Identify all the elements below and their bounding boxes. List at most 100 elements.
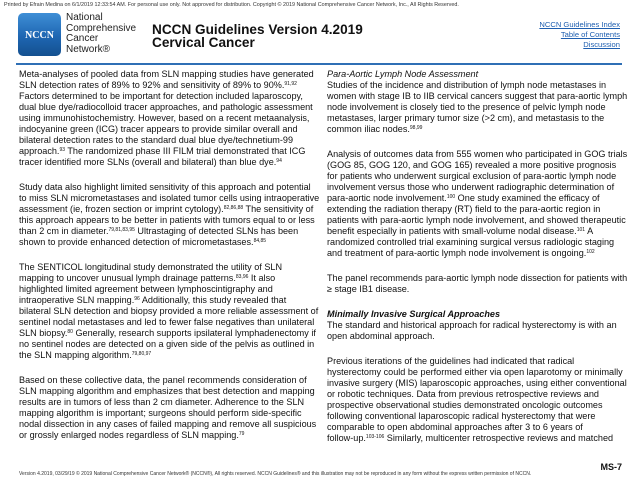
text-segment: The SENTICOL longitudinal study demonstr… [19,262,283,272]
text-segment: the SLN mapping algorithm. [19,350,132,360]
paragraph: Minimally Invasive Surgical Approaches Th… [327,309,625,342]
text-line: follow-up.103-106 Similarly, multicenter… [327,433,625,444]
citation-reference: 94 [276,158,282,164]
text-segment: approach. [19,146,60,156]
citation-reference: 93 [59,147,66,153]
text-segment: Generally, research supports ipsilateral… [72,328,316,338]
citation-reference: 102 [586,249,595,255]
text-segment: than 2 cm in diameter. [19,226,109,236]
text-line: Analysis of outcomes data from 555 women… [327,149,628,160]
text-segment: metastases, larger primary tumor size (>… [327,113,605,123]
paragraph: Para-Aortic Lymph Node Assessment Studies… [327,69,628,135]
discussion-link[interactable]: Discussion [583,40,620,49]
text-segment: SLN biopsy. [19,328,68,338]
page-number: MS-7 [600,462,622,472]
text-line: SLN mapping algorithm and emphasizes tha… [19,386,315,397]
citation-reference: 98,99 [409,125,423,131]
text-line: intraoperative SLN mapping.96 Additional… [19,295,311,306]
text-line: open abdominal approach. [327,331,625,342]
text-segment: and treatment of para-aortic lymph node … [327,248,587,258]
text-segment: follow-up. [327,433,366,443]
guidelines-index-link[interactable]: NCCN Guidelines Index [539,20,620,29]
text-line: Based on these collective data, the pane… [19,375,311,386]
org-line: Cancer [66,33,99,45]
text-line: using immunohistochemistry. However, bas… [19,113,311,124]
text-segment: It also [248,273,276,283]
text-line: mapping algorithm is important; surgeons… [19,408,311,419]
text-segment: no sentinel nodes are detected on a give… [19,339,315,349]
text-segment: The panel recommends para-aortic lymph n… [327,273,628,283]
text-segment: highlighted limited agreement between ly… [19,284,273,294]
citation-reference: 80 [67,329,73,335]
text-line: Factors determined to be important for d… [19,91,311,102]
paragraph: Based on these collective data, the pane… [19,375,316,441]
text-line: this approach appears to be better in pa… [19,215,315,226]
text-segment: this approach appears to be better in pa… [19,215,315,225]
text-line: prospective observational studies demons… [327,400,625,411]
text-segment: intraoperative SLN mapping. [19,295,135,305]
text-line: benefit especially in patients with smal… [327,226,625,237]
citation-reference: 82,86,88 [223,205,244,211]
org-line: Network® [66,43,111,55]
text-segment: results are in tumors of less than 2 cm … [19,397,305,407]
text-line: or grossly enlarged nodes regardless of … [19,430,311,441]
text-line: dual blue dye/radiocolloid tracer approa… [19,102,313,113]
title-line-2: Cervical Cancer [152,34,255,50]
title-line-1: NCCN Guidelines Version 4.2019 [152,22,363,37]
text-line: common iliac nodes.98,99 [327,124,625,135]
text-line: following conventional laparoscopic radi… [327,411,625,422]
citation-reference: 84,85 [253,238,267,244]
paragraph: Analysis of outcomes data from 555 women… [327,149,628,259]
text-line: The panel recommends para-aortic lymph n… [327,273,628,284]
text-line: highlighted limited agreement between ly… [19,284,311,295]
text-line: no sentinel nodes are detected on a give… [19,339,315,350]
text-segment: following conventional laparoscopic radi… [327,411,596,421]
text-segment: A [585,226,594,236]
section-heading: Para-Aortic Lymph Node Assessment [327,69,479,79]
text-segment: women with stage IB to IIB cervical canc… [327,91,628,101]
text-segment: Ultrastaging of detected SLNs has been [134,226,299,236]
text-segment: prospective observational studies demons… [327,400,603,410]
text-line: sentinel nodal metastases and led to few… [19,317,315,328]
paragraph: Study data also highlight limited sensit… [19,182,319,248]
text-line: Meta-analyses of pooled data from SLN ma… [19,69,314,80]
logo-text: NCCN [25,30,54,41]
text-segment: bilateral SLN detection and biopsy provi… [19,306,319,316]
text-line: para-aortic node involvement.100 One stu… [327,193,625,204]
text-segment: randomized controlled trial examining su… [327,237,615,247]
print-notice: Printed by Efrain Medina on 6/1/2019 12:… [4,2,459,8]
text-segment: bilateral detection rates to the standar… [19,135,293,145]
text-line: shown to provide enhanced detection of m… [19,237,311,248]
table-of-contents-link[interactable]: Table of Contents [560,30,620,39]
text-line: SLN detection rates of 89% to 92% and se… [19,80,311,91]
org-line: National [66,12,103,23]
text-segment: Study data also highlight limited sensit… [19,182,311,192]
paragraph: The panel recommends para-aortic lymph n… [327,273,628,295]
text-line: bilateral SLN detection and biopsy provi… [19,306,318,317]
text-segment: sentinel nodal metastases and led to few… [19,317,315,327]
text-line: or robotic techniques. Data from previou… [327,389,625,400]
text-line: randomized controlled trial examining su… [327,237,625,248]
text-segment: indocyanine green (ICG) tracer appears t… [19,124,298,134]
section-heading: Minimally Invasive Surgical Approaches [327,309,501,319]
paragraph: The SENTICOL longitudinal study demonstr… [19,262,318,361]
text-segment: (GOG 85, GOG 120, and GOG 165) revealed … [327,160,617,170]
text-segment: The standard and historical approach for… [327,320,617,330]
text-segment: mapping to uncover unusual lymph drainag… [19,273,236,283]
text-segment: extending the radiation therapy (RT) fie… [327,204,601,214]
text-line: than 2 cm in diameter.79,81,83,95 Ultras… [19,226,311,237]
text-segment: Previous iterations of the guidelines ha… [327,356,575,366]
text-segment: The randomized phase III FILM trial demo… [65,146,306,156]
text-segment: One study examined the efficacy of [455,193,600,203]
text-segment: comparable to open abdominal approaches … [327,422,583,432]
text-line: invasive surgery (MIS) laparoscopic appr… [327,378,627,389]
nav-links: NCCN Guidelines Index Table of Contents … [539,20,620,50]
text-segment: Analysis of outcomes data from 555 women… [327,149,628,159]
text-line: The SENTICOL longitudinal study demonstr… [19,262,311,273]
text-segment: or grossly enlarged nodes regardless of … [19,430,239,440]
text-segment: Factors determined to be important for d… [19,91,303,101]
text-segment: patients with para-aortic lymph node inv… [327,215,626,225]
header-divider [16,63,622,65]
text-segment: benefit especially in patients with smal… [327,226,577,236]
footer-copyright: Version 4.2019, 03/29/19 © 2019 National… [19,471,532,477]
